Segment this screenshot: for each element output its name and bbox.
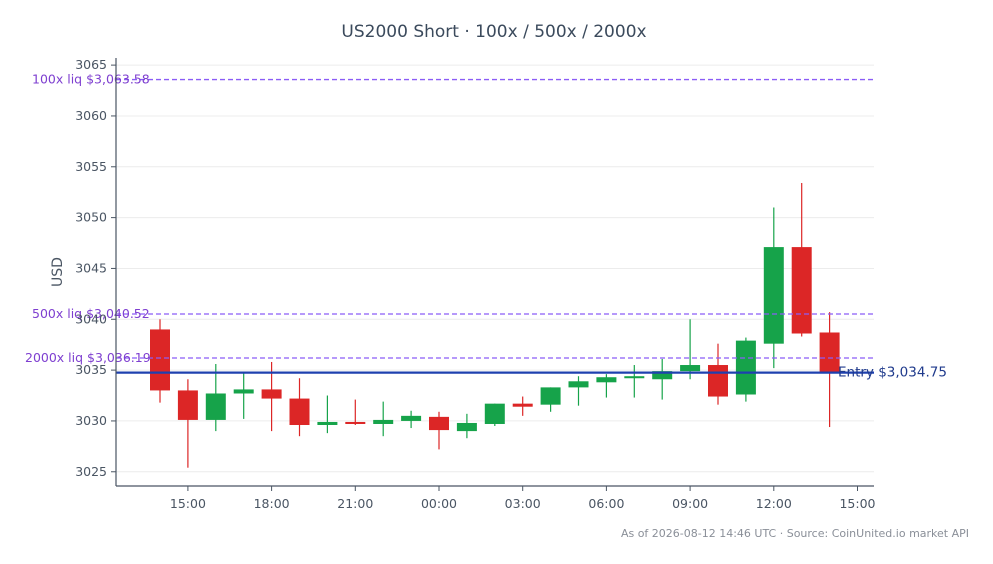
reference-lines: 100x liq $3,063.58 500x liq $3,040.52 2000… <box>25 72 947 381</box>
x-tick-label: 12:00 <box>756 496 792 511</box>
candle-body <box>456 422 477 432</box>
x-tick-label: 18:00 <box>254 496 290 511</box>
liquidation-label: 100x liq $3,063.58 <box>32 72 150 87</box>
candle-body <box>345 421 366 424</box>
candle-body <box>177 390 198 420</box>
x-ticks: 15:00 18:00 21:00 00:00 03:00 06:00 09:00 12:00… <box>170 486 876 511</box>
footer-source: As of 2026-08-12 14:46 UTC · Source: Coi… <box>621 527 969 540</box>
y-tick-label: 3045 <box>75 260 107 275</box>
x-tick-label: 00:00 <box>421 496 457 511</box>
axes <box>115 58 874 487</box>
y-axis-label: USD <box>50 257 66 287</box>
candle-body <box>484 403 505 424</box>
liquidation-label: 500x liq $3,040.52 <box>32 306 150 321</box>
candle-body <box>680 365 701 372</box>
candle-body <box>401 415 422 421</box>
candle-body <box>624 376 645 379</box>
y-ticks: 3025 3030 3035 3040 3045 3050 3055 3060 3065 <box>75 57 116 479</box>
x-tick-label: 06:00 <box>588 496 624 511</box>
candle-body <box>735 340 756 395</box>
liquidation-label: 2000x liq $3,036.19 <box>25 350 151 365</box>
candle-body <box>205 393 226 420</box>
x-tick-label: 21:00 <box>337 496 373 511</box>
entry-label: Entry $3,034.75 <box>838 365 947 381</box>
grid-lines <box>116 64 874 473</box>
x-tick-label: 09:00 <box>672 496 708 511</box>
candle-body <box>540 387 561 405</box>
candle-body <box>819 332 840 374</box>
candle-body <box>708 365 728 397</box>
x-tick-label: 03:00 <box>505 496 541 511</box>
candle-body <box>233 389 254 394</box>
y-tick-label: 3040 <box>75 311 107 326</box>
candle-body <box>317 421 338 426</box>
candle-body <box>429 416 449 431</box>
y-tick-label: 3065 <box>75 57 107 72</box>
candles <box>150 183 840 468</box>
x-tick-label: 15:00 <box>839 496 875 511</box>
y-tick-label: 3055 <box>75 159 107 174</box>
candle-body <box>763 247 784 344</box>
y-tick-label: 3060 <box>75 108 107 123</box>
candle-body <box>261 389 282 399</box>
y-tick-label: 3035 <box>75 362 107 377</box>
candle-body <box>373 419 394 424</box>
candle-body <box>791 247 812 334</box>
candle-body <box>596 377 617 383</box>
chart-title: US2000 Short · 100x / 500x / 2000x <box>341 22 646 42</box>
y-tick-label: 3030 <box>75 413 107 428</box>
candle-body <box>652 371 673 380</box>
y-tick-label: 3025 <box>75 464 107 479</box>
y-tick-label: 3050 <box>75 210 107 225</box>
candle-body <box>568 381 589 388</box>
candle-body <box>512 403 533 407</box>
candle-body <box>289 398 310 426</box>
candle-body <box>150 329 170 391</box>
x-tick-label: 15:00 <box>170 496 206 511</box>
